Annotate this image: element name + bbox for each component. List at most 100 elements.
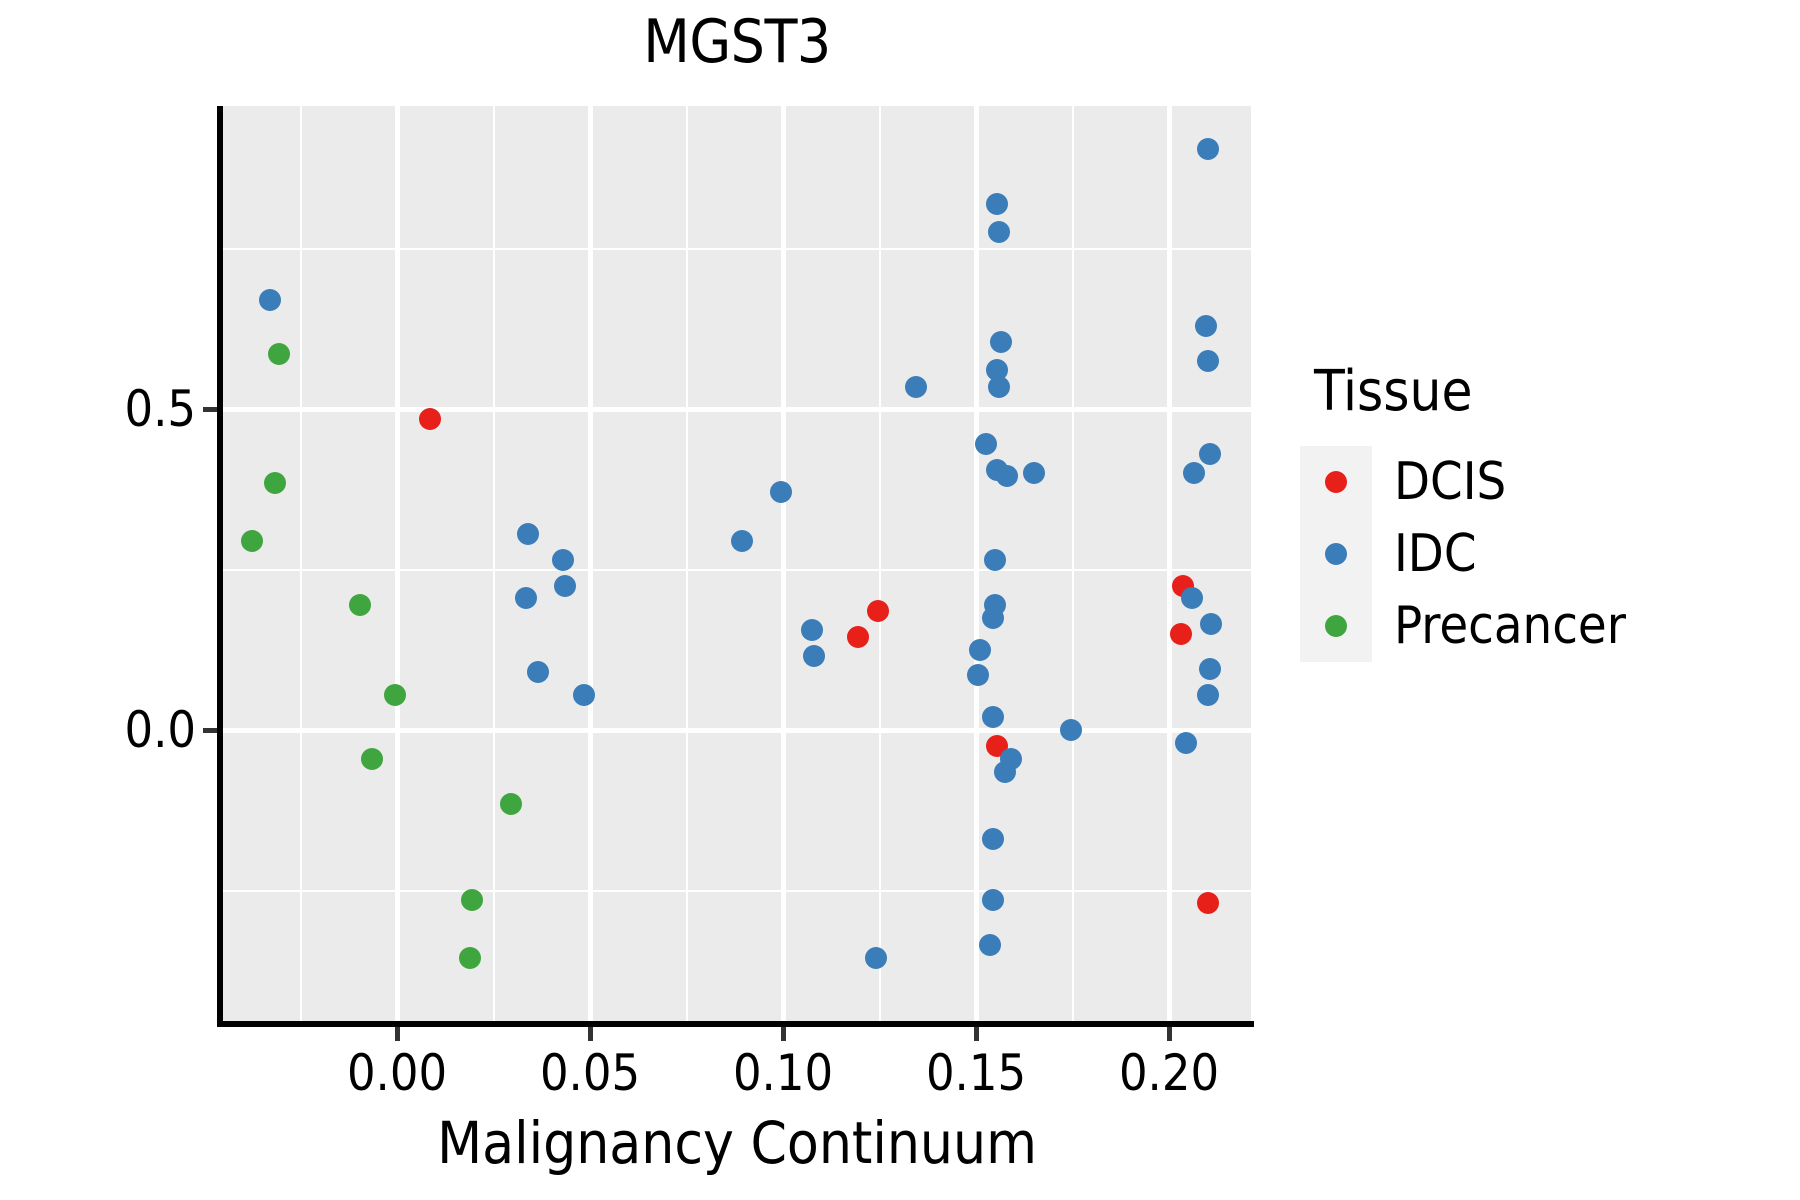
data-point bbox=[573, 683, 596, 706]
x-axis-title: Malignancy Continuum bbox=[437, 1109, 1037, 1177]
gridline-major-vertical bbox=[780, 106, 786, 1021]
data-point bbox=[1200, 613, 1223, 636]
legend-dot-icon bbox=[1325, 615, 1347, 637]
y-tick-mark bbox=[203, 728, 217, 733]
data-point bbox=[770, 481, 793, 504]
data-point bbox=[978, 934, 1001, 957]
data-point bbox=[461, 889, 484, 912]
data-point bbox=[988, 375, 1011, 398]
y-axis-title-text: Log2FC bbox=[10, 0, 72, 168]
legend-item-label: IDC bbox=[1394, 524, 1477, 584]
data-point bbox=[1198, 442, 1221, 465]
gridline-major-vertical bbox=[587, 106, 593, 1021]
data-point bbox=[1194, 314, 1217, 337]
data-point bbox=[984, 548, 1007, 571]
data-point bbox=[993, 760, 1016, 783]
x-tick-label: 0.20 bbox=[1118, 1044, 1220, 1102]
data-point bbox=[515, 587, 538, 610]
legend-key-swatch bbox=[1300, 446, 1372, 518]
data-point bbox=[360, 747, 383, 770]
data-point bbox=[1196, 892, 1219, 915]
data-point bbox=[1022, 462, 1045, 485]
data-point bbox=[982, 706, 1005, 729]
data-point bbox=[800, 619, 823, 642]
data-point bbox=[905, 375, 928, 398]
data-point bbox=[1175, 731, 1198, 754]
gridline-major-vertical bbox=[1166, 106, 1172, 1021]
y-tick-mark bbox=[203, 407, 217, 412]
y-axis-line bbox=[217, 106, 223, 1027]
data-point bbox=[982, 889, 1005, 912]
data-point bbox=[974, 433, 997, 456]
gridline-major-horizontal bbox=[223, 727, 1251, 733]
data-point bbox=[986, 192, 1009, 215]
gridline-minor-vertical bbox=[685, 106, 688, 1021]
data-point bbox=[553, 574, 576, 597]
data-point bbox=[1169, 622, 1192, 645]
data-point bbox=[258, 288, 281, 311]
legend-item-label: DCIS bbox=[1394, 452, 1507, 512]
data-point bbox=[866, 600, 889, 623]
data-point bbox=[995, 465, 1018, 488]
legend-dot-icon bbox=[1325, 543, 1347, 565]
gridline-major-vertical bbox=[973, 106, 979, 1021]
data-point bbox=[264, 471, 287, 494]
data-point bbox=[459, 946, 482, 969]
gridline-major-vertical bbox=[394, 106, 400, 1021]
gridline-minor-vertical bbox=[492, 106, 495, 1021]
legend-item-idc[interactable]: IDC bbox=[1300, 518, 1770, 590]
gridline-minor-horizontal bbox=[223, 889, 1251, 892]
data-point bbox=[802, 645, 825, 668]
x-tick-label: 0.15 bbox=[925, 1044, 1027, 1102]
data-point bbox=[517, 523, 540, 546]
data-point bbox=[1198, 658, 1221, 680]
gridline-minor-vertical bbox=[299, 106, 302, 1021]
data-point bbox=[1181, 587, 1204, 610]
x-axis-line bbox=[223, 1021, 1254, 1027]
x-tick-mark bbox=[781, 1027, 786, 1041]
gridline-minor-vertical bbox=[878, 106, 881, 1021]
y-tick-label: 0.5 bbox=[124, 380, 196, 438]
data-point bbox=[499, 792, 522, 815]
legend-dot-icon bbox=[1325, 471, 1347, 493]
legend-title: Tissue bbox=[1314, 359, 1473, 424]
data-point bbox=[968, 638, 991, 661]
data-point bbox=[731, 529, 754, 552]
gridline-major-horizontal bbox=[223, 406, 1251, 412]
gridline-minor-horizontal bbox=[223, 247, 1251, 250]
data-point bbox=[1196, 349, 1219, 372]
x-tick-mark bbox=[395, 1027, 400, 1041]
x-tick-mark bbox=[588, 1027, 593, 1041]
data-point bbox=[982, 606, 1005, 629]
plot-panel bbox=[223, 106, 1251, 1021]
legend-item-precancer[interactable]: Precancer bbox=[1300, 590, 1770, 662]
data-point bbox=[418, 407, 441, 430]
y-axis-title: Log2FC bbox=[10, 0, 72, 168]
data-point bbox=[551, 548, 574, 571]
legend-key-swatch bbox=[1300, 518, 1372, 590]
data-point bbox=[1196, 683, 1219, 706]
x-tick-mark bbox=[974, 1027, 979, 1041]
data-point bbox=[526, 661, 549, 684]
data-point bbox=[1059, 719, 1082, 741]
gridline-minor-vertical bbox=[1071, 106, 1074, 1021]
data-point bbox=[349, 593, 372, 616]
legend-item-label: Precancer bbox=[1394, 596, 1626, 656]
data-point bbox=[966, 664, 989, 687]
legend-key-swatch bbox=[1300, 590, 1372, 662]
data-point bbox=[241, 529, 264, 552]
data-point bbox=[1183, 462, 1206, 485]
legend: Tissue DCIS IDC Precancer bbox=[1300, 360, 1770, 662]
legend-item-dcis[interactable]: DCIS bbox=[1300, 446, 1770, 518]
x-tick-label: 0.10 bbox=[732, 1044, 834, 1102]
legend-entries: DCIS IDC Precancer bbox=[1300, 446, 1770, 662]
data-point bbox=[384, 683, 407, 706]
data-point bbox=[268, 343, 291, 366]
data-point bbox=[990, 330, 1013, 353]
data-point bbox=[982, 828, 1005, 851]
x-tick-label: 0.00 bbox=[346, 1044, 448, 1102]
data-point bbox=[1196, 137, 1219, 160]
data-point bbox=[864, 946, 887, 969]
gridline-minor-horizontal bbox=[223, 568, 1251, 571]
